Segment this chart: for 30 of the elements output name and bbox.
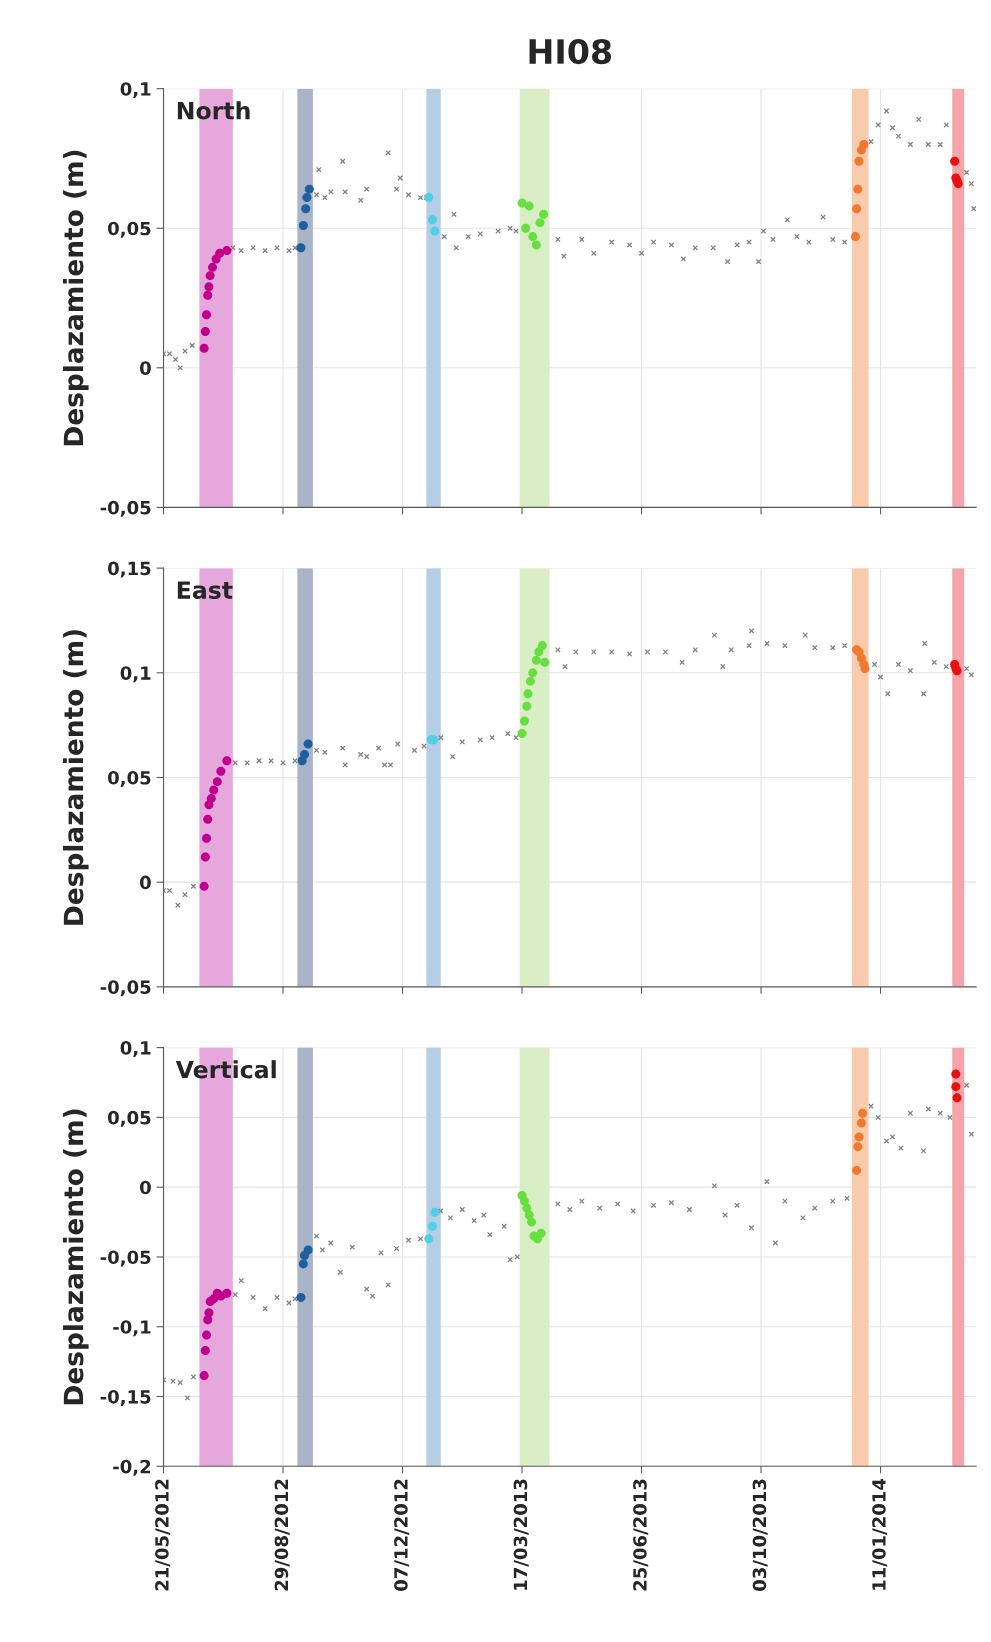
y-tick-label: -0,05 — [100, 980, 151, 997]
y-tick-label: 0,05 — [108, 221, 151, 238]
annotation: Vertical — [175, 1060, 276, 1079]
y-tick-label: 0,05 — [108, 1110, 151, 1127]
x-tick-label: 11/01/2014 — [872, 1478, 888, 1590]
y-tick-label: 0,1 — [120, 1041, 151, 1058]
y-tick-label: -0,05 — [100, 1250, 151, 1267]
x-tick-label: 21/05/2012 — [155, 1479, 171, 1591]
y-tick-label: 0,05 — [108, 770, 151, 787]
y-axis-title: Desplazamiento (m) — [63, 150, 89, 446]
y-tick-label: -0,05 — [100, 500, 151, 517]
y-tick-label: 0,1 — [120, 666, 151, 683]
y-tick-label: 0,1 — [120, 82, 151, 99]
annotation: East — [177, 581, 233, 599]
x-tick-label: 25/06/2013 — [633, 1479, 649, 1591]
y-tick-label: 0 — [140, 875, 151, 890]
x-tick-label: 29/08/2012 — [274, 1479, 290, 1591]
x-tick-label: 17/03/2013 — [513, 1479, 529, 1590]
x-tick-label: 03/10/2013 — [752, 1479, 768, 1591]
y-tick-label: 0,15 — [108, 561, 151, 578]
y-tick-label: -0,15 — [100, 1389, 151, 1406]
chart-title: HI08 — [529, 38, 612, 65]
y-tick-label: 0 — [140, 361, 151, 375]
y-tick-label: -0,1 — [113, 1320, 151, 1337]
y-tick-label: 0 — [140, 1180, 151, 1195]
y-tick-label: -0,2 — [113, 1459, 151, 1476]
x-tick-label: 07/12/2012 — [394, 1479, 410, 1591]
annotation: North — [177, 101, 250, 120]
y-axis-title: Desplazamiento (m) — [63, 1109, 89, 1405]
y-axis-title: Desplazamiento (m) — [63, 630, 89, 925]
